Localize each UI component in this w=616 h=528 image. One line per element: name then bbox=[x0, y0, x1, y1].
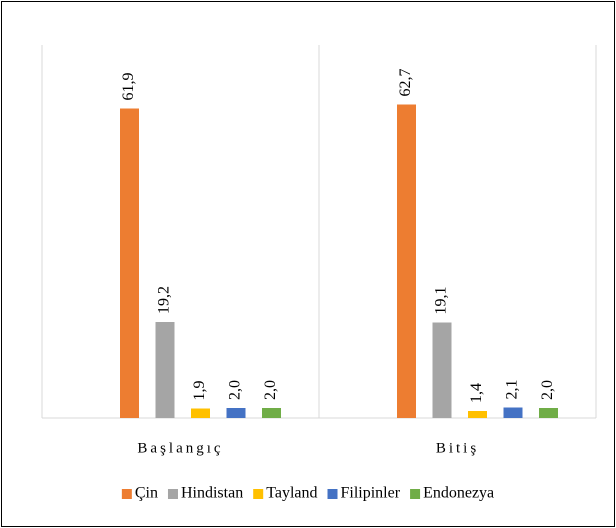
legend-swatch bbox=[327, 489, 338, 499]
bar bbox=[397, 104, 416, 418]
bar bbox=[226, 408, 246, 418]
legend-label: Filipinler bbox=[341, 485, 401, 502]
bar bbox=[262, 408, 281, 418]
legend-label: Hindistan bbox=[181, 485, 243, 502]
legend-label: Tayland bbox=[266, 485, 317, 502]
data-label: 19,1 bbox=[433, 287, 450, 315]
bar bbox=[191, 408, 210, 418]
legend-swatch bbox=[253, 489, 264, 499]
bar bbox=[503, 407, 523, 418]
data-label: 2,0 bbox=[262, 380, 279, 400]
bar bbox=[432, 322, 452, 418]
data-label: 1,4 bbox=[468, 383, 485, 403]
data-label: 19,2 bbox=[156, 286, 173, 314]
legend-swatch bbox=[167, 489, 178, 499]
legend-swatch bbox=[121, 489, 132, 499]
legend-label: Endonezya bbox=[423, 485, 494, 502]
bar bbox=[468, 411, 487, 418]
legend-label: Çin bbox=[135, 485, 158, 502]
data-label: 2,0 bbox=[227, 380, 244, 400]
bar bbox=[120, 108, 139, 418]
data-label: 2,0 bbox=[539, 380, 556, 400]
bar bbox=[155, 322, 175, 418]
data-label: 1,9 bbox=[191, 381, 208, 401]
x-tick-label: Başlangıç bbox=[137, 440, 223, 456]
bar bbox=[539, 408, 558, 418]
x-tick-label: Bitiş bbox=[436, 440, 479, 456]
legend-swatch bbox=[410, 489, 421, 499]
data-label: 61,9 bbox=[120, 73, 137, 101]
data-label: 62,7 bbox=[397, 69, 414, 97]
data-label: 2,1 bbox=[504, 380, 521, 400]
